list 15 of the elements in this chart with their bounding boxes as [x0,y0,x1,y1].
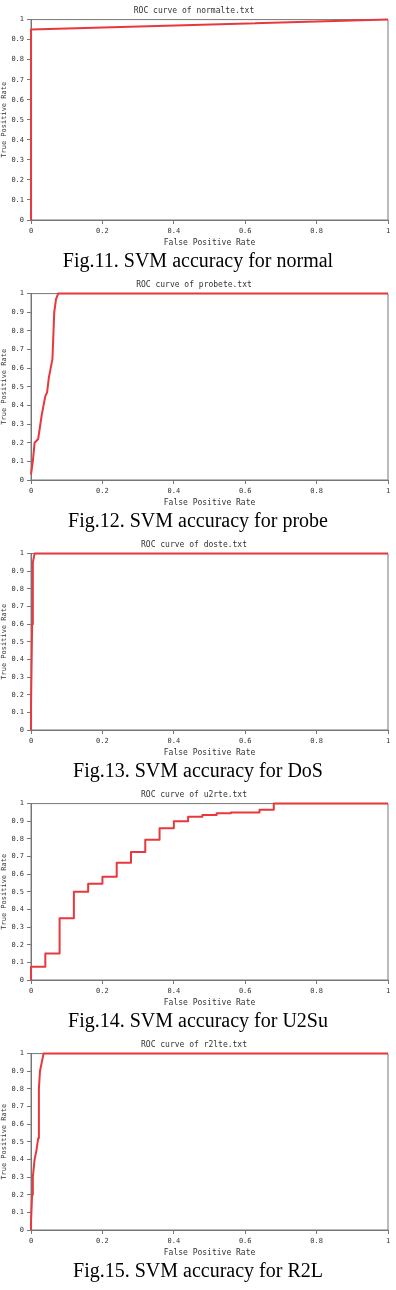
chart-title: ROC curve of r2lte.txt [141,1039,248,1049]
x-axis-title: False Positive Rate [163,498,256,508]
caption: Fig.14. SVM accuracy for U2Su [67,1008,329,1034]
x-axis-title: False Positive Rate [163,748,256,758]
chart-title: ROC curve of doste.txt [141,539,248,549]
x-axis-title: False Positive Rate [163,238,256,248]
x-axis-title: False Positive Rate [163,998,256,1008]
caption: Fig.15. SVM accuracy for R2L [72,1258,324,1284]
chart-title: ROC curve of u2rte.txt [141,789,248,799]
caption: Fig.12. SVM accuracy for probe [67,508,329,534]
caption: Fig.13. SVM accuracy for DoS [72,758,324,784]
caption: Fig.11. SVM accuracy for normal [61,248,335,274]
chart-title: ROC curve of probete.txt [136,279,252,289]
chart-title: ROC curve of normalte.txt [133,5,255,15]
x-axis-title: False Positive Rate [163,1248,256,1258]
